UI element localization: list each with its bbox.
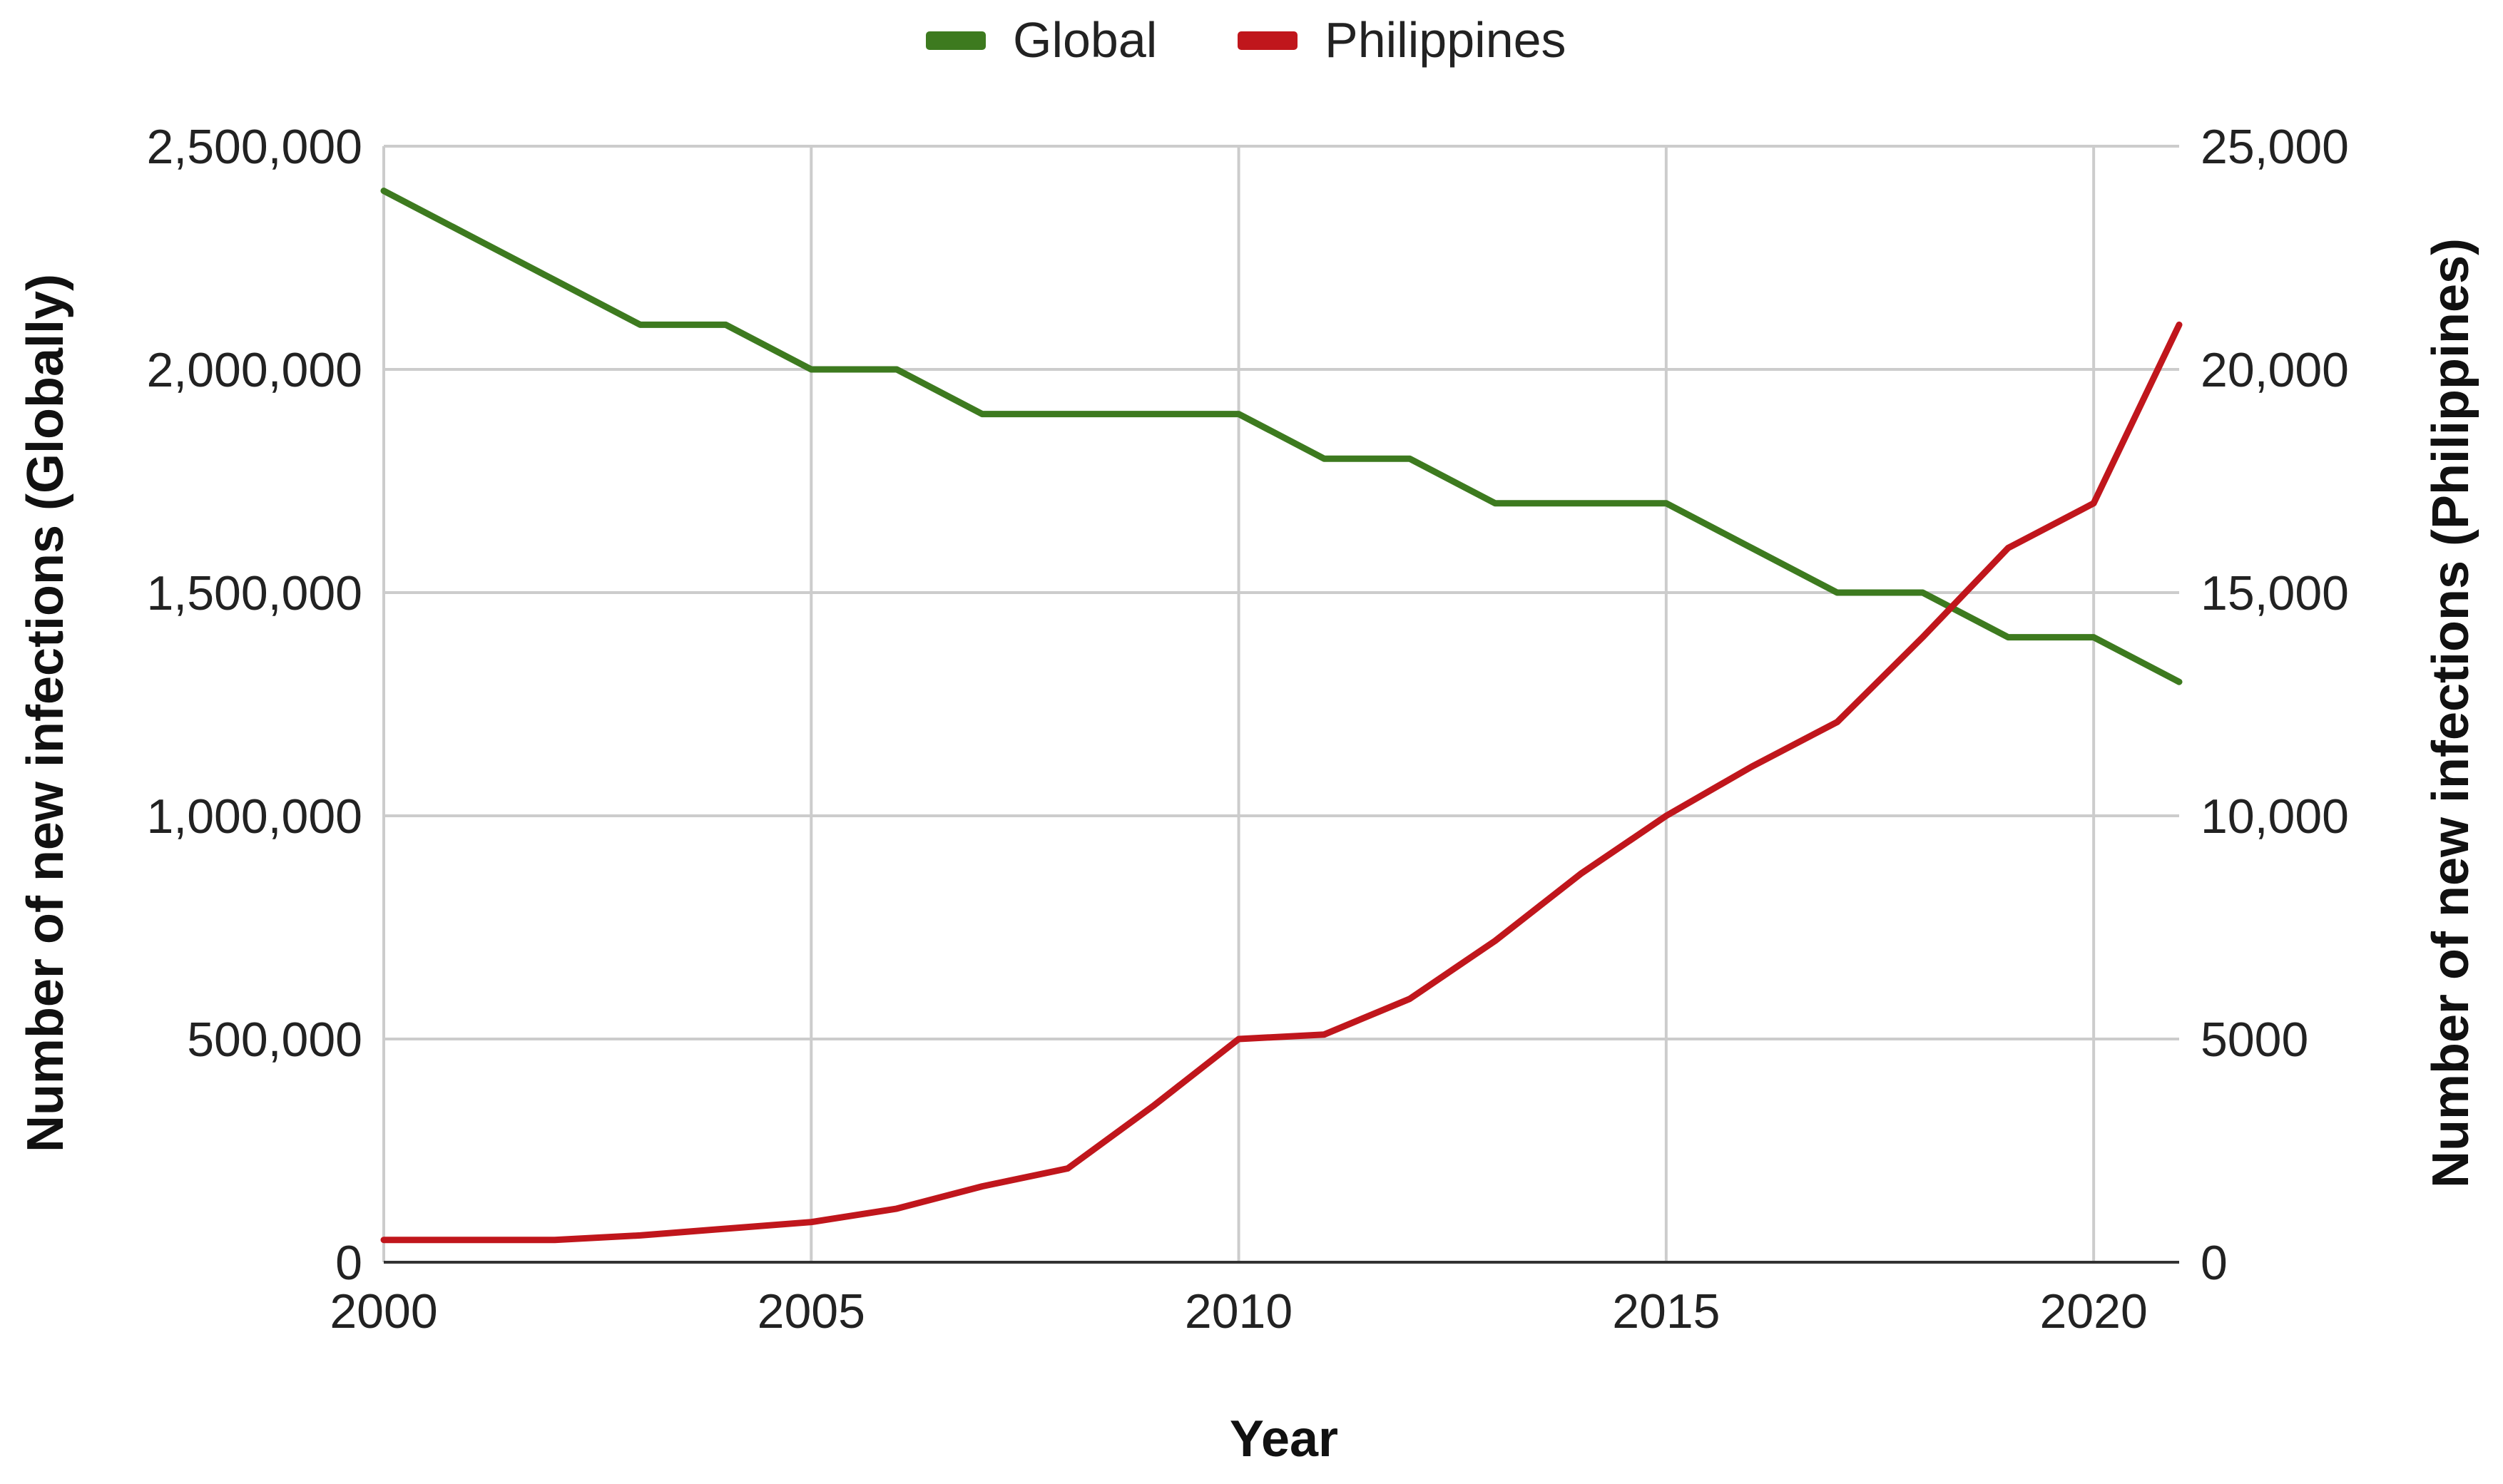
series-line-global [380, 188, 2183, 685]
grid [382, 145, 2179, 1264]
legend-label-philippines: Philippines [1325, 12, 1566, 68]
legend: Global Philippines [926, 12, 1566, 68]
x-tick-label: 2015 [1612, 1284, 1720, 1339]
x-axis-title: Year [1230, 1411, 1338, 1468]
legend-label-global: Global [1013, 12, 1157, 68]
y-right-axis-title: Number of new infections (Philippines) [2422, 238, 2479, 1188]
x-tick-label: 2005 [758, 1284, 865, 1339]
series-line-philippines [380, 321, 2183, 1244]
x-tick-label: 2020 [2040, 1284, 2148, 1339]
y-right-tick-labels: 0 5000 10,000 15,000 20,000 25,000 [2201, 120, 2349, 1290]
y-right-tick-label: 5000 [2201, 1013, 2308, 1067]
x-tick-label: 2010 [1185, 1284, 1293, 1339]
y-left-tick-label: 2,500,000 [146, 120, 362, 174]
y-left-axis-title: Number of new infections (Globally) [17, 274, 74, 1152]
x-tick-labels: 2000 2005 2010 2015 2020 [330, 1284, 2147, 1339]
y-left-tick-label: 2,000,000 [146, 343, 362, 397]
y-left-tick-label: 1,000,000 [146, 789, 362, 844]
y-left-tick-labels: 0 500,000 1,000,000 1,500,000 2,000,000 2,500… [146, 120, 362, 1290]
y-left-tick-label: 500,000 [187, 1013, 362, 1067]
series-layer [380, 188, 2183, 1244]
y-right-tick-label: 10,000 [2201, 789, 2349, 844]
legend-swatch-philippines [1238, 31, 1298, 50]
y-right-tick-label: 20,000 [2201, 343, 2349, 397]
y-right-tick-label: 25,000 [2201, 120, 2349, 174]
y-left-tick-label: 0 [335, 1236, 362, 1290]
legend-swatch-global [926, 31, 986, 50]
y-right-tick-label: 15,000 [2201, 566, 2349, 620]
y-right-tick-label: 0 [2201, 1236, 2228, 1290]
y-left-tick-label: 1,500,000 [146, 566, 362, 620]
x-tick-label: 2000 [330, 1284, 437, 1339]
